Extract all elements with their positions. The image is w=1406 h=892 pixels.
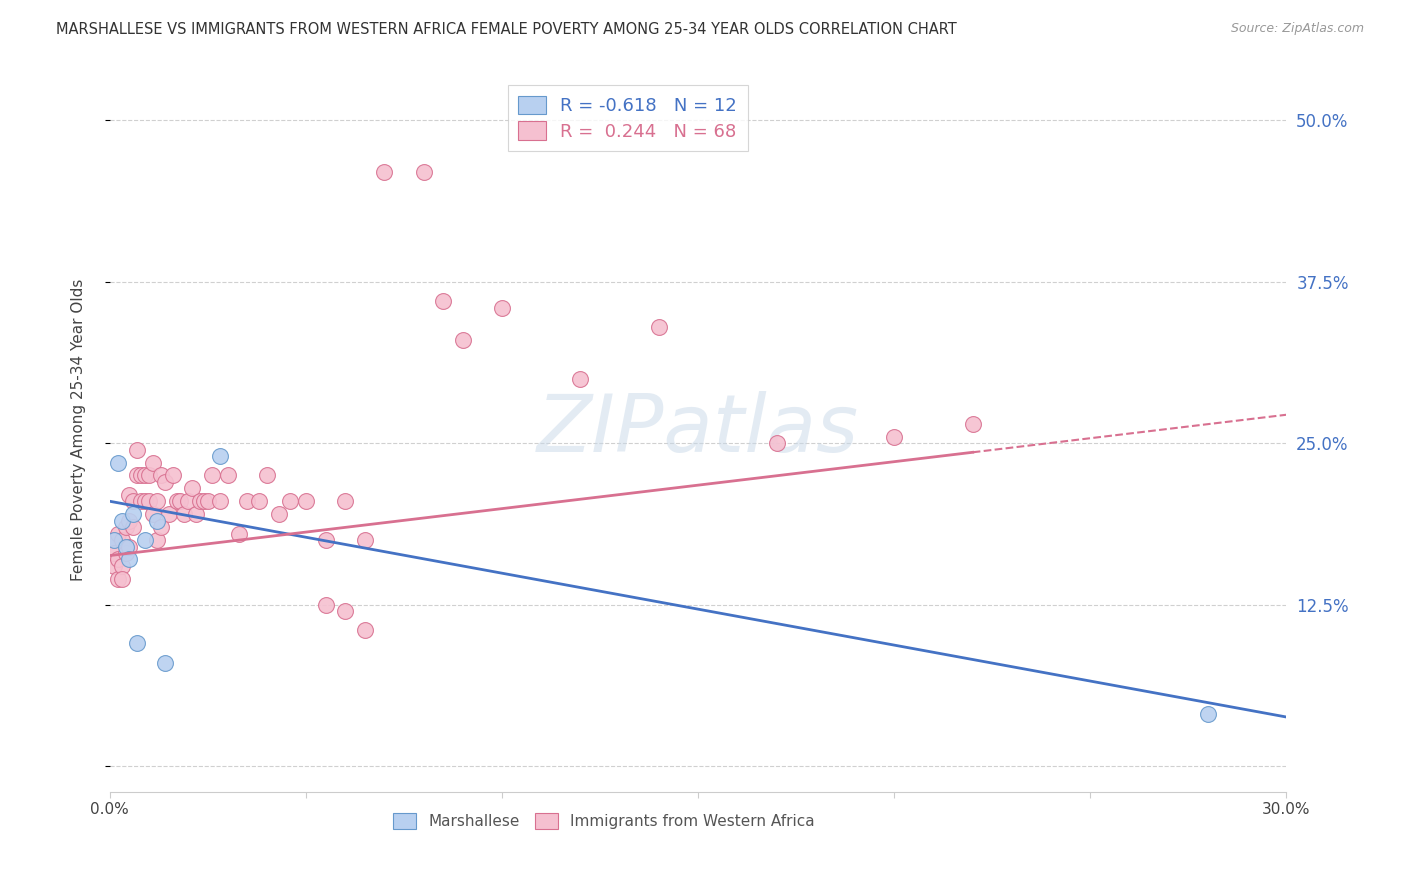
Point: [247, 494, 270, 508]
Point: [197, 494, 219, 508]
Point: [278, 494, 301, 508]
Point: [110, 558, 132, 573]
Point: [146, 533, 169, 547]
Point: [267, 507, 290, 521]
Point: [138, 494, 160, 508]
Point: [353, 533, 375, 547]
Point: [315, 598, 337, 612]
Point: [142, 456, 165, 470]
Point: [118, 514, 141, 528]
Point: [188, 494, 211, 508]
Point: [184, 507, 207, 521]
Point: [236, 494, 259, 508]
Point: [228, 526, 250, 541]
Point: [110, 572, 132, 586]
Point: [103, 546, 125, 560]
Point: [962, 417, 984, 431]
Point: [208, 494, 231, 508]
Point: [765, 436, 787, 450]
Text: ZIPatlas: ZIPatlas: [537, 392, 859, 469]
Point: [648, 319, 671, 334]
Text: Source: ZipAtlas.com: Source: ZipAtlas.com: [1230, 22, 1364, 36]
Point: [353, 624, 375, 638]
Point: [177, 494, 200, 508]
Point: [432, 294, 454, 309]
Point: [157, 507, 180, 521]
Text: MARSHALLESE VS IMMIGRANTS FROM WESTERN AFRICA FEMALE POVERTY AMONG 25-34 YEAR OL: MARSHALLESE VS IMMIGRANTS FROM WESTERN A…: [56, 22, 957, 37]
Point: [149, 468, 172, 483]
Point: [295, 494, 318, 508]
Point: [217, 468, 239, 483]
Point: [110, 533, 132, 547]
Point: [201, 468, 224, 483]
Point: [114, 546, 136, 560]
Point: [149, 520, 172, 534]
Point: [335, 604, 357, 618]
Point: [118, 552, 141, 566]
Legend: Marshallese, Immigrants from Western Africa: Marshallese, Immigrants from Western Afr…: [387, 806, 821, 835]
Point: [129, 468, 152, 483]
Point: [122, 494, 145, 508]
Point: [315, 533, 337, 547]
Point: [208, 449, 231, 463]
Point: [491, 301, 513, 315]
Point: [103, 533, 125, 547]
Point: [146, 494, 169, 508]
Point: [173, 507, 195, 521]
Point: [335, 494, 357, 508]
Point: [107, 526, 129, 541]
Point: [127, 442, 149, 457]
Point: [146, 514, 169, 528]
Point: [122, 520, 145, 534]
Point: [193, 494, 215, 508]
Point: [569, 371, 592, 385]
Point: [373, 165, 395, 179]
Point: [127, 468, 149, 483]
Point: [129, 494, 152, 508]
Point: [114, 540, 136, 554]
Point: [118, 488, 141, 502]
Point: [107, 572, 129, 586]
Point: [134, 468, 156, 483]
Point: [118, 540, 141, 554]
Point: [138, 468, 160, 483]
Point: [142, 507, 165, 521]
Point: [114, 520, 136, 534]
Point: [1197, 707, 1219, 722]
Point: [122, 507, 145, 521]
Point: [127, 636, 149, 650]
Point: [110, 514, 132, 528]
Y-axis label: Female Poverty Among 25-34 Year Olds: Female Poverty Among 25-34 Year Olds: [72, 279, 86, 582]
Point: [107, 456, 129, 470]
Point: [153, 656, 176, 670]
Point: [162, 468, 184, 483]
Point: [412, 165, 434, 179]
Point: [166, 494, 188, 508]
Point: [256, 468, 278, 483]
Point: [451, 333, 474, 347]
Point: [103, 533, 125, 547]
Point: [103, 558, 125, 573]
Point: [883, 430, 905, 444]
Point: [134, 494, 156, 508]
Point: [107, 552, 129, 566]
Point: [181, 482, 204, 496]
Point: [169, 494, 191, 508]
Point: [153, 475, 176, 489]
Point: [134, 533, 156, 547]
